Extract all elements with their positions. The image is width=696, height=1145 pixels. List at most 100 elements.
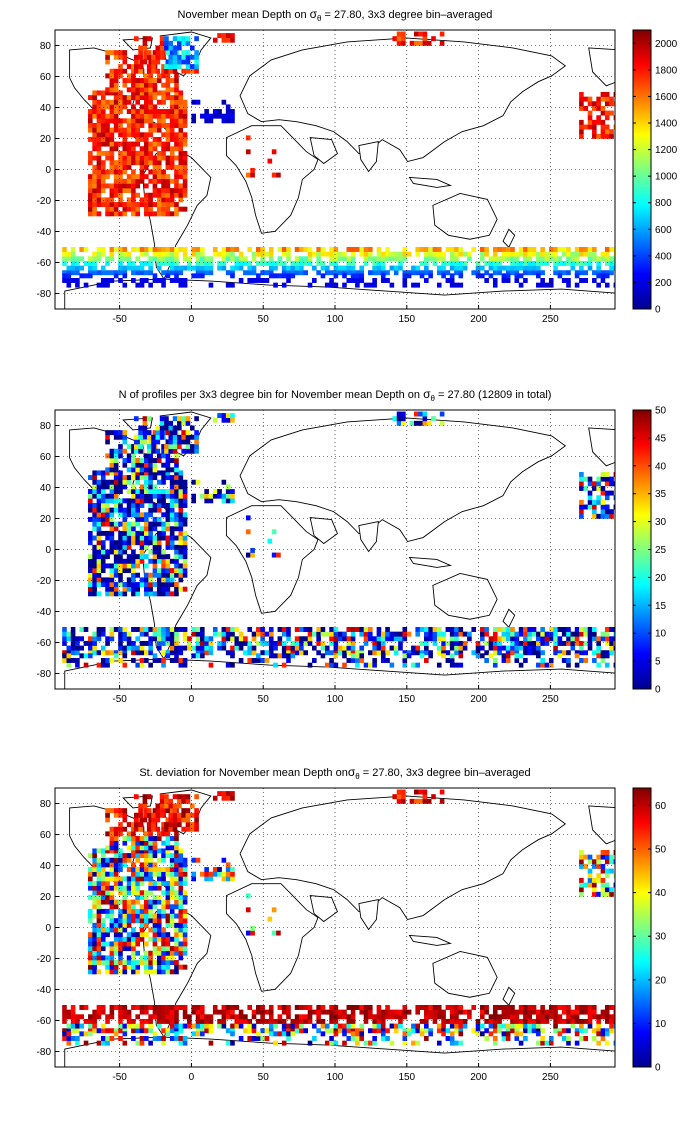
bin-cell	[419, 650, 425, 656]
bin-cell	[191, 247, 197, 252]
bin-cell	[142, 439, 148, 445]
bin-cell	[267, 538, 273, 544]
bin-cell	[182, 964, 188, 970]
bin-cell	[126, 640, 132, 646]
bin-cell	[88, 503, 93, 508]
bin-cell	[156, 530, 162, 536]
bin-cell	[497, 265, 502, 271]
bin-cell	[518, 653, 524, 659]
bin-cell	[118, 430, 123, 436]
bin-cell	[380, 273, 386, 279]
bin-cell	[497, 256, 502, 262]
bin-cell	[118, 908, 123, 914]
bin-cell	[587, 115, 593, 121]
bin-cell	[449, 278, 455, 283]
bin-cell	[234, 1018, 240, 1024]
bin-cell	[596, 650, 601, 656]
bin-cell	[172, 434, 178, 440]
bin-cell	[88, 192, 93, 198]
bin-cell	[613, 115, 615, 121]
bin-cell	[148, 132, 153, 138]
bin-cell	[92, 1023, 97, 1029]
bin-cell	[139, 270, 145, 276]
bin-cell	[152, 278, 158, 283]
bin-cell	[592, 485, 597, 491]
bin-cell	[174, 265, 179, 271]
bin-cell	[96, 876, 102, 882]
bin-cell	[165, 95, 171, 101]
bin-cell	[178, 1040, 184, 1046]
bin-cell	[536, 645, 541, 651]
bin-cell	[350, 636, 356, 642]
bin-cell	[165, 493, 171, 499]
bin-cell	[118, 251, 123, 257]
bin-cell	[316, 270, 321, 276]
colorbar-tick-label: 200	[655, 278, 672, 289]
bin-cell	[527, 270, 533, 276]
bin-cell	[355, 653, 360, 659]
bin-cell	[131, 95, 136, 101]
bin-cell	[122, 530, 128, 536]
bin-cell	[488, 1023, 494, 1029]
bin-cell	[523, 1005, 528, 1010]
bin-cell	[329, 278, 334, 283]
bin-cell	[268, 645, 274, 651]
bin-cell	[523, 1009, 528, 1015]
bin-cell	[169, 950, 175, 956]
bin-cell	[139, 650, 145, 656]
bin-cell	[92, 857, 97, 863]
bin-cell	[169, 627, 175, 632]
bin-cell	[471, 1028, 477, 1034]
bin-cell	[294, 636, 300, 642]
bin-cell	[172, 45, 178, 51]
bin-cell	[286, 256, 291, 262]
bin-cell	[105, 123, 110, 128]
y-tick-label: -60	[37, 638, 52, 649]
bin-cell	[372, 265, 377, 271]
bin-cell	[135, 516, 141, 522]
bin-cell	[109, 563, 115, 569]
bin-cell	[96, 188, 102, 194]
bin-cell	[182, 586, 188, 592]
bin-cell	[174, 1018, 179, 1024]
bin-cell	[126, 155, 132, 161]
bin-cell	[181, 50, 186, 56]
bin-cell	[174, 964, 179, 970]
bin-cell	[118, 188, 123, 194]
bin-cell	[217, 1018, 222, 1024]
bin-cell	[96, 1040, 102, 1046]
bin-cell	[161, 636, 166, 642]
bin-cell	[118, 530, 123, 536]
bin-cell	[316, 1009, 321, 1015]
bin-cell	[118, 90, 123, 96]
bin-cell	[217, 631, 222, 637]
bin-cell	[122, 256, 128, 262]
bin-cell	[92, 591, 97, 597]
bin-cell	[350, 1014, 356, 1020]
bin-cell	[131, 881, 136, 886]
bin-cell	[144, 1018, 149, 1024]
bin-cell	[454, 1040, 459, 1046]
bin-cell	[66, 270, 72, 276]
bin-cell	[497, 1023, 502, 1029]
bin-cell	[100, 558, 106, 564]
bin-cell	[172, 448, 178, 454]
bin-cell	[100, 247, 106, 252]
bin-cell	[131, 831, 136, 837]
bin-cell	[139, 169, 145, 175]
y-tick-label: 40	[40, 483, 52, 494]
bin-cell	[109, 188, 115, 194]
bin-cell	[70, 1036, 76, 1041]
bin-cell	[100, 493, 106, 499]
bin-cell	[133, 448, 139, 454]
bin-cell	[156, 586, 162, 592]
bin-cell	[225, 33, 231, 39]
bin-cell	[276, 552, 281, 558]
bin-cell	[156, 127, 162, 133]
bin-cell	[100, 549, 106, 555]
map-area	[55, 30, 615, 309]
bin-cell	[208, 1040, 214, 1046]
bin-cell	[135, 969, 141, 975]
bin-cell	[169, 894, 175, 900]
bin-cell	[273, 1031, 278, 1037]
